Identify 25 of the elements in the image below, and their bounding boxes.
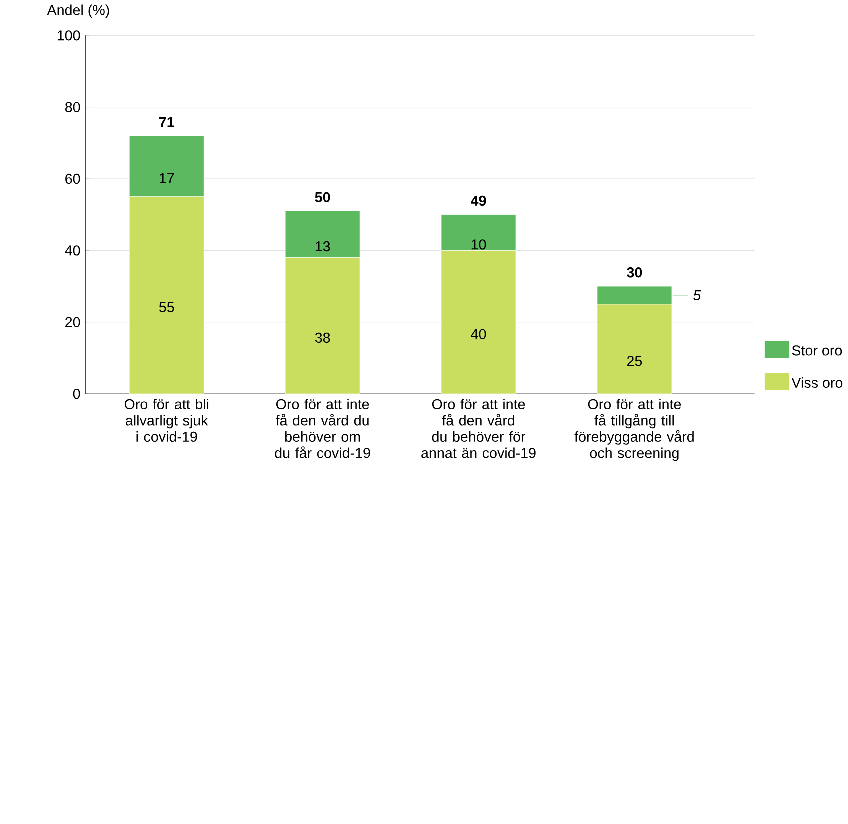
y-tick-label: 100 (58, 30, 80, 41)
total-label: 71 (160, 117, 174, 128)
legend-label: Viss oro (792, 377, 843, 388)
data-label: 17 (160, 173, 174, 184)
x-tick-label: Oro för att inte få tillgång till förebyggande vård och screening (574, 398, 694, 462)
y-tick-label: 20 (66, 317, 80, 328)
data-label: 38 (315, 332, 330, 343)
data-label: 10 (472, 240, 486, 250)
y-tick-label: 0 (73, 388, 80, 400)
x-tick-label: Oro för att inte få den vård du behöver om du får covid-19 (275, 398, 370, 458)
x-tick-label: Oro för att inte få den vård du behöver för annat än covid-19 (422, 398, 536, 458)
total-label: 49 (471, 196, 486, 206)
total-label: 50 (315, 192, 330, 202)
total-label: 30 (627, 268, 642, 278)
data-label: 25 (627, 356, 642, 366)
y-tick-label: 60 (66, 174, 80, 184)
legend-label: Stor oro (792, 346, 842, 356)
data-label: 40 (471, 329, 486, 340)
data-label: 55 (159, 302, 174, 312)
x-tick-label: Oro för att bli allvarligt sjuk i covid-19 (124, 398, 209, 442)
data-label: 13 (316, 241, 330, 252)
y-tick-label: 40 (65, 246, 80, 256)
y-axis-title: Andel (%) (47, 4, 110, 18)
y-tick-label: 80 (65, 102, 80, 112)
data-label: 5 (694, 290, 702, 300)
